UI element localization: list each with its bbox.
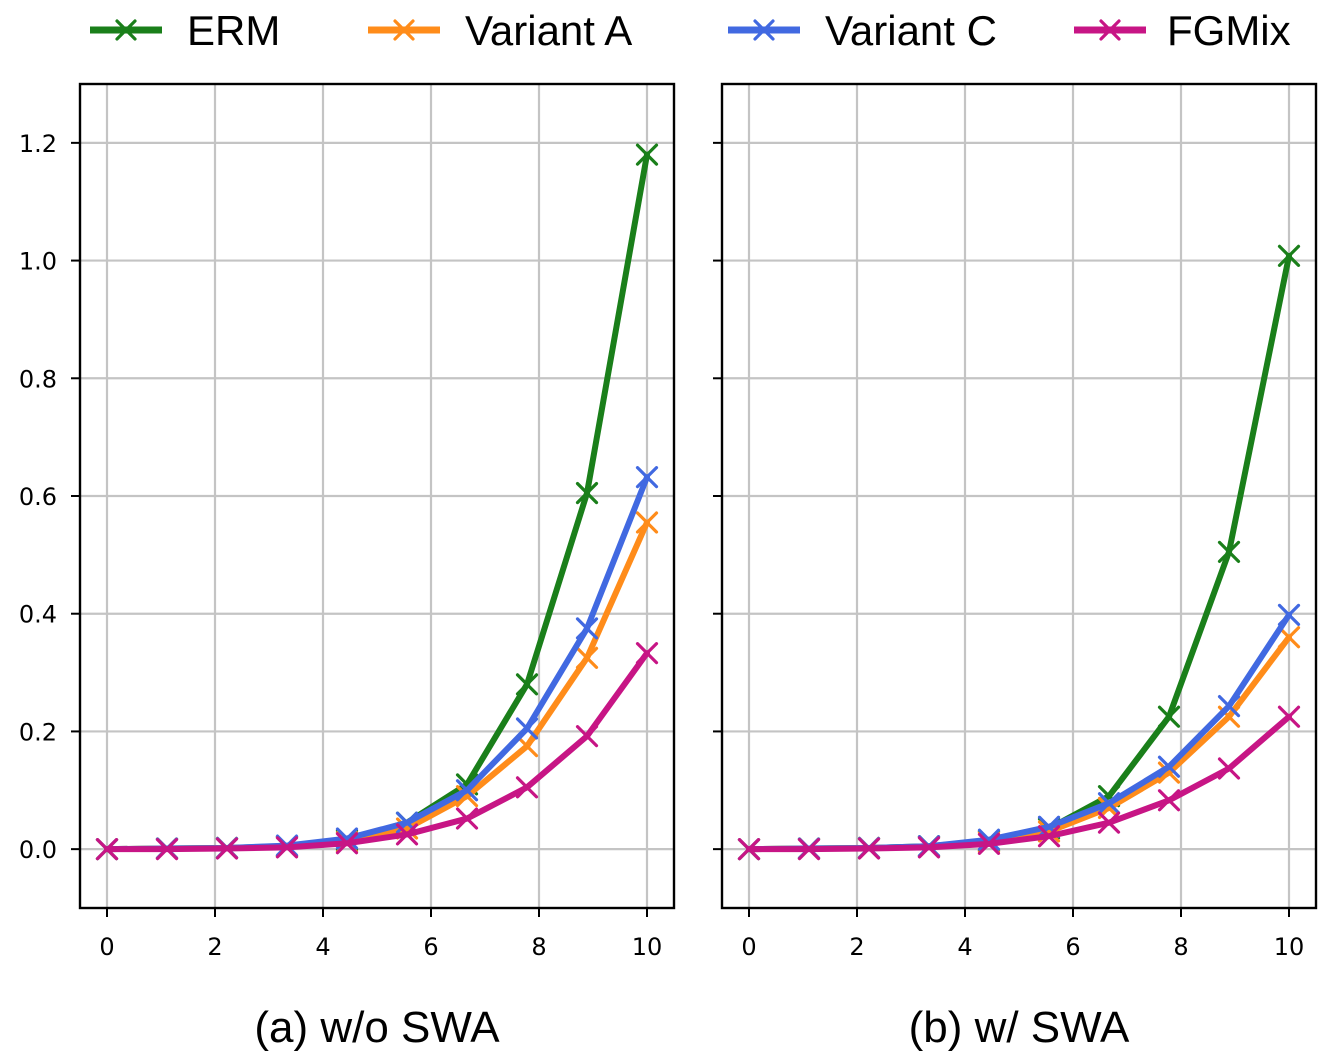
legend-marker — [1099, 19, 1121, 41]
series-line-erm — [746, 252, 1292, 853]
legend-marker — [115, 19, 137, 41]
data-point — [1157, 761, 1181, 784]
x-tick-label: 0 — [741, 933, 756, 961]
data-point — [515, 776, 539, 799]
data-point — [1277, 705, 1301, 728]
data-point — [1217, 757, 1241, 780]
data-point — [155, 838, 179, 861]
data-point — [1277, 626, 1301, 649]
series-erm — [737, 244, 1301, 861]
data-point — [455, 807, 479, 830]
data-point — [335, 832, 359, 855]
data-point — [95, 838, 119, 861]
data-point — [1217, 540, 1241, 564]
data-point — [1097, 792, 1121, 815]
data-point — [575, 646, 599, 669]
data-point — [1217, 695, 1241, 718]
series-line-erm — [104, 151, 650, 853]
x-tick-label: 6 — [423, 933, 438, 961]
data-point — [455, 779, 479, 802]
grid — [80, 84, 674, 908]
grid — [722, 84, 1316, 908]
series-fgmix — [737, 705, 1301, 861]
data-point — [635, 642, 659, 665]
x-tick-label: 10 — [632, 933, 663, 961]
x-tick-label: 0 — [99, 933, 114, 961]
data-point — [635, 143, 659, 166]
data-point — [575, 481, 599, 505]
y-tick-label: 0.2 — [19, 718, 57, 746]
legend-label: FGMix — [1167, 7, 1291, 54]
y-axis — [713, 141, 722, 851]
x-tick-label: 2 — [207, 933, 222, 961]
data-point — [737, 838, 761, 861]
data-point — [215, 837, 239, 860]
data-point — [857, 837, 881, 860]
data-point — [275, 836, 299, 859]
series-fgmix — [95, 642, 659, 861]
series-line-fgmix — [746, 713, 1292, 853]
x-axis: 0 2 4 6 8 10 — [741, 908, 1304, 961]
legend: ERM Variant A Variant C FGMix — [90, 7, 1291, 54]
x-tick-label: 2 — [849, 933, 864, 961]
y-tick-label: 1.2 — [19, 130, 57, 158]
data-point — [455, 785, 479, 808]
y-tick-label: 0.0 — [19, 836, 57, 864]
x-tick-label: 4 — [315, 933, 330, 961]
data-point — [575, 725, 599, 748]
legend-label: Variant A — [465, 7, 632, 54]
x-tick-label: 4 — [957, 933, 972, 961]
series-variant-c — [95, 466, 659, 861]
data-point — [635, 466, 659, 489]
data-point — [917, 836, 941, 859]
legend-item-erm: ERM — [90, 7, 280, 54]
data-point — [1157, 755, 1181, 778]
y-tick-label: 0.6 — [19, 483, 57, 511]
series-line-fgmix — [104, 650, 650, 853]
data-point — [635, 511, 659, 534]
data-point — [1157, 705, 1181, 728]
panel-a: 0 2 4 6 8 10 0.0 0.2 0.4 0.6 0.8 1.0 1.2 (a) w/o SWA — [19, 82, 676, 1052]
y-tick-label: 1.0 — [19, 248, 57, 276]
legend-item-fgmix: FGMix — [1074, 7, 1291, 54]
data-point — [1097, 811, 1121, 834]
legend-item-variant-c: Variant C — [728, 7, 997, 54]
series-line-variant-a — [746, 634, 1292, 853]
x-tick-label: 8 — [1173, 933, 1188, 961]
legend-item-variant-a: Variant A — [368, 7, 632, 54]
data-point — [1277, 244, 1301, 267]
data-point — [1157, 789, 1181, 812]
series-variant-a — [737, 626, 1301, 861]
y-tick-label: 0.8 — [19, 365, 57, 393]
x-tick-label: 8 — [531, 933, 546, 961]
legend-marker — [753, 19, 775, 41]
x-tick-label: 6 — [1065, 933, 1080, 961]
legend-label: Variant C — [825, 7, 997, 54]
data-point — [515, 735, 539, 758]
data-point — [515, 717, 539, 740]
series-line-variant-c — [104, 474, 650, 853]
data-point — [797, 838, 821, 861]
y-tick-label: 0.4 — [19, 601, 57, 629]
panel-b: 0 2 4 6 8 10 (b) w/ SWA — [713, 82, 1318, 1052]
x-axis: 0 2 4 6 8 10 — [99, 908, 662, 961]
legend-label: ERM — [187, 7, 280, 54]
x-tick-label: 10 — [1274, 933, 1305, 961]
data-point — [395, 823, 419, 846]
panel-caption: (b) w/ SWA — [909, 1003, 1130, 1052]
legend-marker — [393, 19, 415, 41]
data-point — [575, 617, 599, 640]
series-line-variant-a — [104, 519, 650, 853]
data-point — [1037, 825, 1061, 848]
y-axis: 0.0 0.2 0.4 0.6 0.8 1.0 1.2 — [19, 130, 80, 864]
data-point — [515, 673, 539, 696]
data-point — [1277, 603, 1301, 626]
series-variant-a — [95, 511, 659, 861]
data-point — [977, 832, 1001, 855]
panel-caption: (a) w/o SWA — [254, 1003, 500, 1052]
